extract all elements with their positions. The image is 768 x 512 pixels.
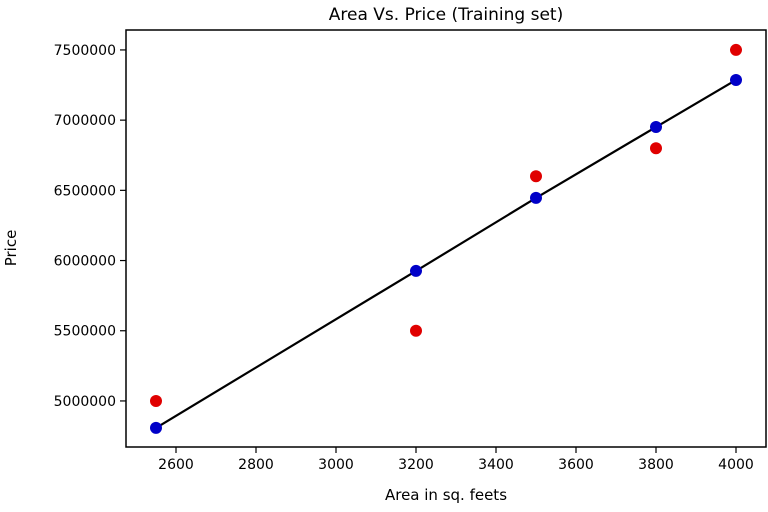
y-tick-label: 5500000 [54,324,116,340]
actual-point [730,43,742,56]
regression-line [155,79,737,429]
predicted-point [410,264,422,277]
y-tick-label: 7500000 [54,43,116,59]
actual-point [650,142,662,155]
x-tick-label: 4000 [718,457,754,473]
y-tick-label: 6500000 [54,183,116,199]
x-tick-label: 3600 [558,457,594,473]
predicted-point [650,121,662,134]
x-tick-label: 2800 [238,457,274,473]
x-tick-label: 3400 [478,457,514,473]
y-axis-label: Price [2,230,20,267]
predicted-point [730,73,742,86]
actual-point [530,170,542,183]
plot-frame [125,29,767,448]
x-axis-label: Area in sq. feets [385,486,507,504]
x-tick-label: 3800 [638,457,674,473]
actual-point [150,394,162,407]
predicted-point [530,191,542,204]
x-tick-label: 2600 [158,457,194,473]
chart-title: Area Vs. Price (Training set) [329,5,563,25]
x-tick-label: 3200 [398,457,434,473]
predicted-point [150,421,162,434]
y-tick-label: 6000000 [54,254,116,270]
y-tick-label: 7000000 [54,113,116,129]
y-tick-label: 5000000 [54,394,116,410]
actual-point [410,324,422,337]
x-tick-label: 3000 [318,457,354,473]
